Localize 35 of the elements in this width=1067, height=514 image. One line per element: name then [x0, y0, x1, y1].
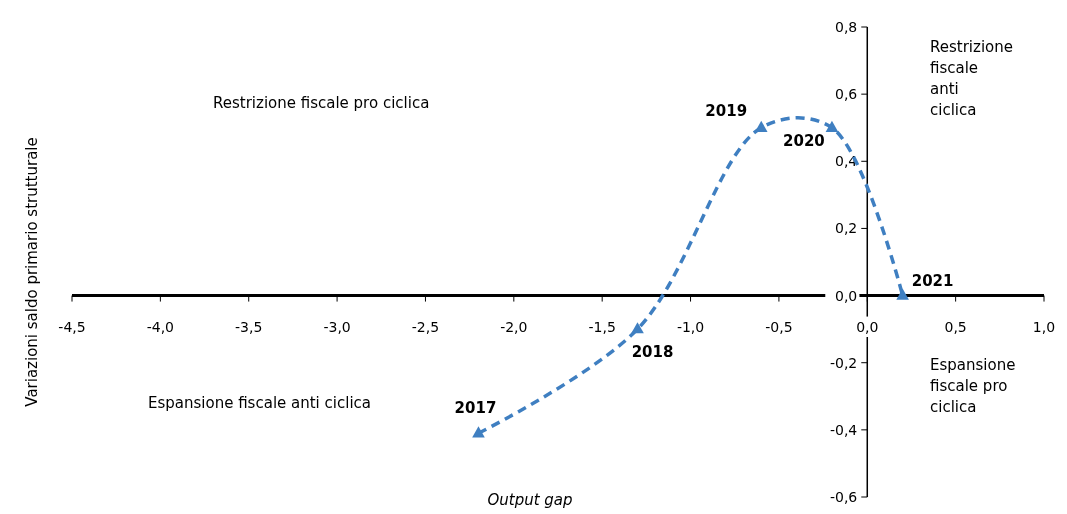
- annotation: 2020: [783, 131, 825, 150]
- y-axis-title: Variazioni saldo primario strutturale: [23, 137, 41, 407]
- x-tick-label: -2,5: [411, 318, 440, 335]
- x-tick-label: 1,0: [1032, 318, 1056, 335]
- x-tick-label: -4,5: [58, 318, 86, 335]
- annotation: Espansione fiscale anti ciclica: [148, 394, 371, 412]
- x-tick-label: -0,5: [765, 318, 793, 335]
- y-tick-label: -0,2: [829, 354, 858, 371]
- y-tick-label: 0,2: [835, 220, 858, 237]
- y-tick-label: 0,8: [835, 19, 858, 35]
- point: [825, 120, 839, 132]
- x-tick-label: 0,0: [856, 318, 879, 335]
- y-tick-label: 0,0: [835, 287, 858, 304]
- annotation: 2021: [911, 271, 954, 290]
- y-tick-label: -0,6: [829, 489, 858, 505]
- point: [754, 120, 768, 132]
- point: [631, 322, 644, 334]
- x-tick-label: -2,0: [500, 318, 528, 335]
- y-tick-label: -0,4: [829, 421, 858, 438]
- annotation: 2018: [631, 343, 674, 362]
- point: [896, 288, 909, 300]
- x-tick-label: -4,0: [146, 318, 175, 335]
- annotation: Espansione fiscale pro ciclica: [930, 356, 1016, 416]
- annotation: Restrizione fiscale pro ciclica: [213, 94, 430, 112]
- x-tick-label: -3,0: [323, 318, 351, 335]
- x-tick-label: -1,5: [588, 318, 616, 335]
- x-tick-label: -3,5: [235, 318, 263, 335]
- x-axis-title: Output gap: [487, 491, 573, 509]
- x-tick-label: 0,5: [944, 318, 967, 335]
- annotation: 2019: [705, 101, 748, 120]
- y-tick-label: 0,6: [835, 86, 858, 103]
- annotation: Restrizione fiscale anti ciclica: [930, 38, 1013, 119]
- annotation: 2017: [454, 399, 497, 418]
- point: [472, 426, 485, 438]
- x-tick-label: -1,0: [676, 318, 705, 335]
